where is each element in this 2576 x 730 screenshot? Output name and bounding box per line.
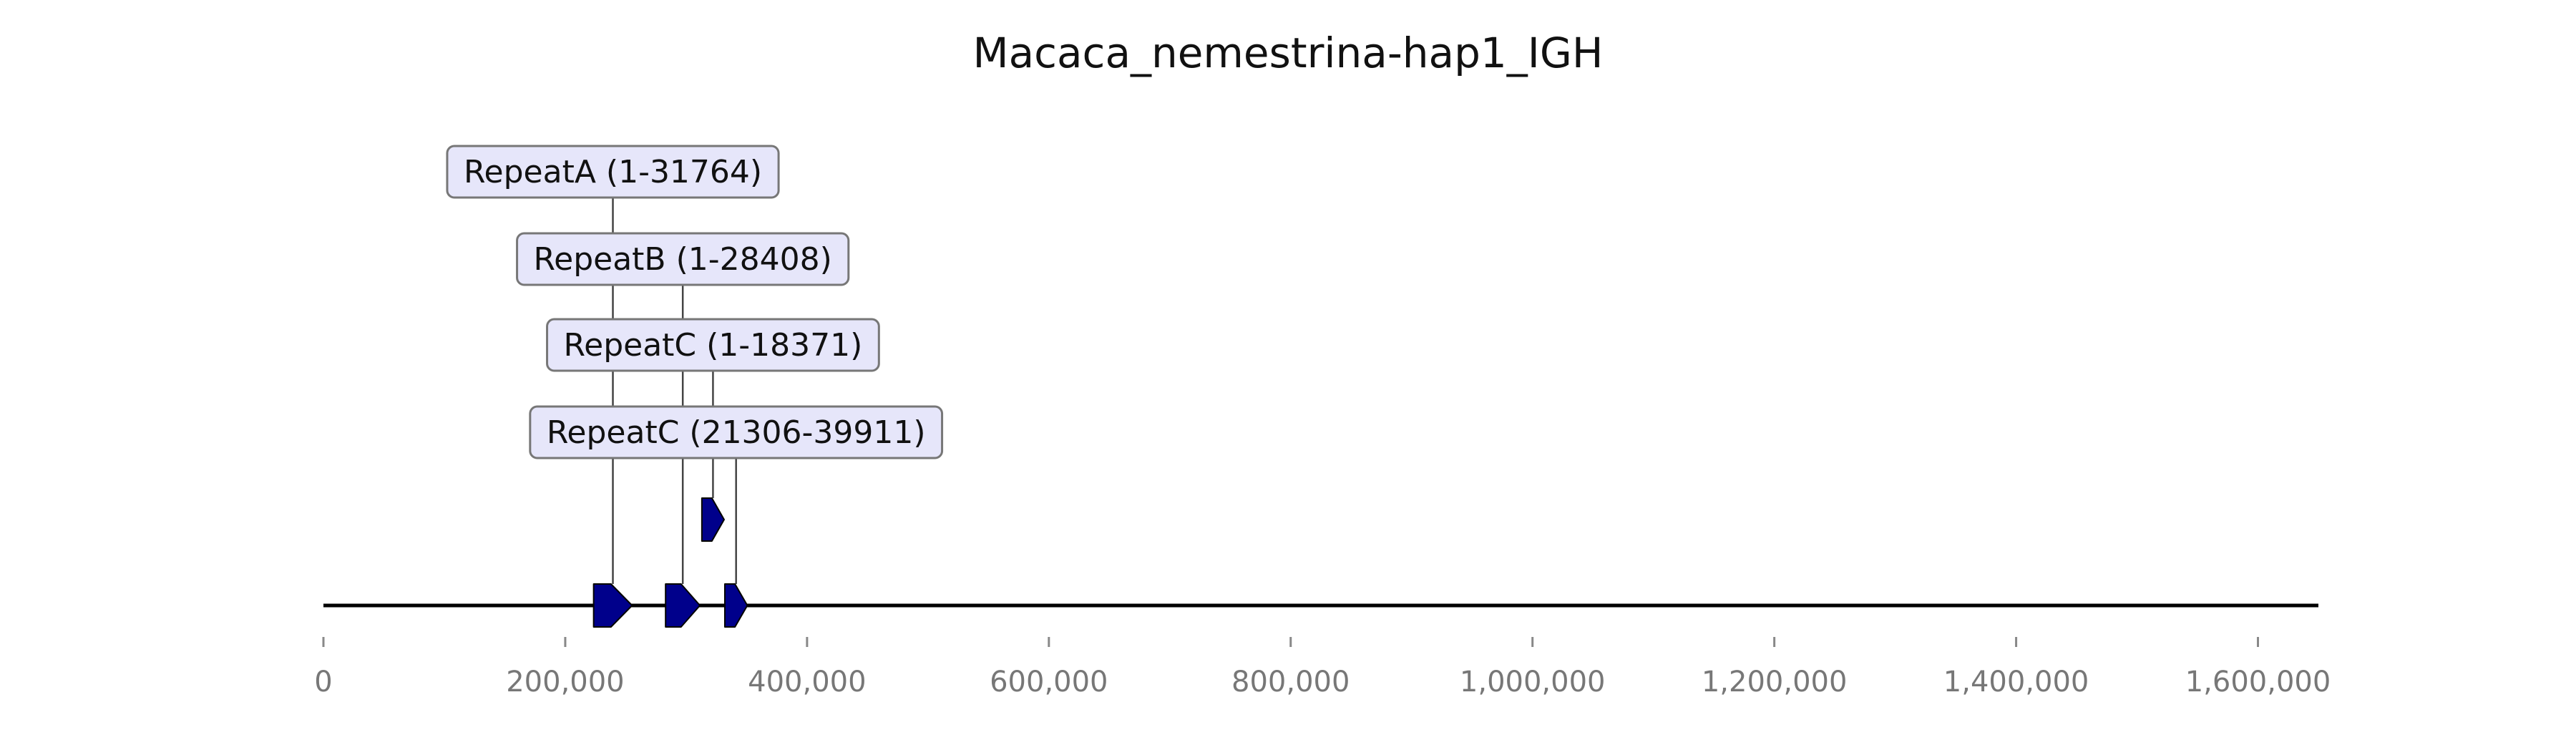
feature-arrows <box>592 497 748 628</box>
feature-arrow <box>701 497 725 542</box>
feature-label: RepeatC (21306-39911) <box>547 414 926 451</box>
feature-label-box <box>516 232 850 286</box>
feature-arrow <box>665 583 701 628</box>
axis-tick-label: 800,000 <box>1231 666 1350 699</box>
feature-arrow <box>723 583 748 628</box>
axis-tick-label: 600,000 <box>990 666 1108 699</box>
axis-tick-label: 0 <box>314 666 332 699</box>
figure-title: Macaca_nemestrina-hap1_IGH <box>972 29 1604 77</box>
feature-arrow <box>592 583 633 628</box>
axis-tick-label: 1,400,000 <box>1943 666 2089 699</box>
axis-tick-label: 200,000 <box>506 666 624 699</box>
feature-label: RepeatC (1-18371) <box>564 327 863 364</box>
axis-tick-label: 1,600,000 <box>2185 666 2331 699</box>
feature-label-box <box>546 318 880 372</box>
feature-label: RepeatB (1-28408) <box>534 241 832 278</box>
feature-labels: RepeatA (1-31764) RepeatB (1-28408) Repeat… <box>446 145 944 459</box>
axis-tick-label: 400,000 <box>748 666 866 699</box>
axis-tick-label: 1,200,000 <box>1702 666 1848 699</box>
feature-label-box <box>446 145 780 199</box>
feature-label-box <box>529 405 944 459</box>
feature-label: RepeatA (1-31764) <box>464 154 762 190</box>
axis-tick-label: 1,000,000 <box>1460 666 1606 699</box>
